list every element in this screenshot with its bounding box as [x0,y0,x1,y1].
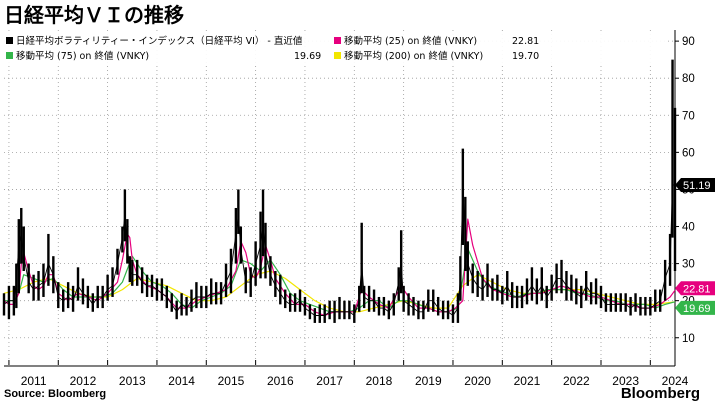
last-value-labels: 51.19 22.81 19.69 [675,178,715,315]
xtick-label-2022: 2022 [563,374,590,388]
bloomberg-logo: Bloomberg [620,385,700,402]
last-value-tag-text-2: 19.69 [683,303,711,315]
legend-value-ma200: 19.70 [512,51,540,62]
xtick-label-2016: 2016 [267,374,294,388]
legend-swatch-ma200 [334,52,341,59]
last-value-tag-bg-1 [675,281,715,296]
ytick-label-10: 10 [682,333,695,345]
legend-item-ma25: 移動平均 (25) on 終値 (VNKY) 22.81 [334,34,539,49]
legend-label-ma25: 移動平均 (25) on 終値 (VNKY) [344,36,478,47]
legend-swatch-ma75 [6,52,13,59]
last-value-tag-text-0: 51.19 [683,180,711,192]
legend-label-ma75: 移動平均 (75) on 終値 (VNKY) [16,51,150,62]
legend-value-ma25: 22.81 [512,36,540,47]
xtick-label-2015: 2015 [218,374,245,388]
ytick-label-40: 40 [682,222,695,234]
ytick-label-30: 30 [682,259,695,271]
legend-item-vnky: 日経平均ボラティリティー・インデックス（日経平均 VI） - 直近値 [6,34,331,49]
legend-label-vnky: 日経平均ボラティリティー・インデックス（日経平均 VI） - 直近値 [16,36,303,47]
xtick-label-2018: 2018 [366,374,393,388]
y-axis: 102030405060708090 [674,30,695,366]
xtick-label-2024: 2024 [662,374,689,388]
last-value-tag-2: 19.69 [675,300,715,315]
xtick-label-2017: 2017 [316,374,343,388]
last-value-tag-1: 22.81 [675,281,715,296]
ytick-label-90: 90 [682,36,695,48]
legend-label-ma200: 移動平均 (200) on 終値 (VNKY) [344,51,484,62]
last-value-tag-text-1: 22.81 [683,283,711,295]
xtick-label-2023: 2023 [612,374,639,388]
xtick-label-2014: 2014 [168,374,195,388]
ytick-label-70: 70 [682,110,695,122]
xtick-label-2021: 2021 [514,374,541,388]
xtick-label-2012: 2012 [70,374,97,388]
xtick-label-2020: 2020 [464,374,491,388]
last-value-tag-0: 51.19 [675,178,715,193]
page-title: 日経平均ＶＩの推移 [4,3,184,27]
xtick-label-2013: 2013 [119,374,146,388]
xtick-label-2019: 2019 [415,374,442,388]
x-axis: 2011 2012 2013 2014 2015 2016 2017 2018 2019 2020… [4,360,689,388]
legend-item-ma200: 移動平均 (200) on 終値 (VNKY) 19.70 [334,49,539,64]
last-value-tag-bg-2 [675,300,715,315]
legend-item-ma75: 移動平均 (75) on 終値 (VNKY) 19.69 [6,49,331,64]
ytick-label-60: 60 [682,147,695,159]
plot-area [2,59,677,323]
last-value-tag-bg-0 [675,178,715,193]
legend: 日経平均ボラティリティー・インデックス（日経平均 VI） - 直近値 移動平均 … [4,34,668,64]
series-line-vnky [3,184,675,317]
legend-swatch-ma25 [334,37,341,44]
legend-swatch-vnky [6,37,13,44]
source-note: Source: Bloomberg [4,388,107,400]
legend-value-ma75: 19.69 [294,51,322,62]
ytick-label-80: 80 [682,73,695,85]
xtick-label-2011: 2011 [21,374,47,388]
